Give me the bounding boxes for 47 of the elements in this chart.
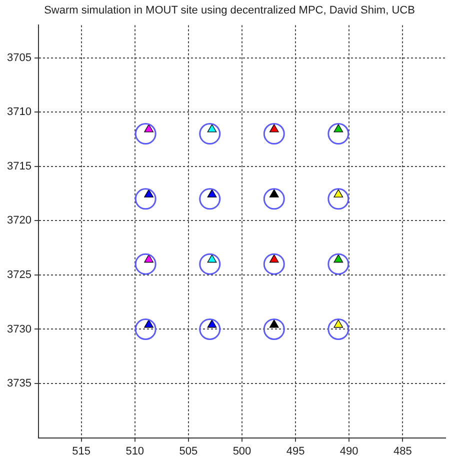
y-tick-label: 3720: [6, 214, 32, 227]
point: [144, 124, 154, 132]
point: [269, 320, 279, 328]
point: [263, 318, 285, 340]
point: [334, 189, 344, 198]
point: [134, 253, 156, 275]
y-tick-label: 3705: [6, 52, 32, 64]
point: [199, 188, 221, 210]
chart-title: Swarm simulation in MOUT site using decentralized MPC, David Shim, UCB: [44, 4, 415, 17]
point: [134, 318, 156, 340]
y-tick-label: 3735: [6, 378, 32, 390]
point: [199, 318, 221, 340]
point: [207, 124, 217, 132]
point: [328, 188, 350, 210]
x-tick-label: 510: [126, 445, 144, 458]
point: [269, 254, 279, 263]
x-tick-label: 495: [286, 445, 305, 458]
x-tick-label: 515: [72, 445, 90, 458]
point: [328, 123, 350, 145]
point: [328, 253, 350, 275]
x-tick-label: 485: [393, 445, 412, 458]
point: [207, 189, 217, 198]
y-tick-label: 3730: [6, 323, 32, 336]
point: [144, 320, 154, 328]
y-tick-label: 3715: [6, 160, 32, 172]
point: [199, 253, 221, 275]
point: [134, 123, 156, 145]
point: [334, 124, 344, 132]
point: [199, 123, 221, 145]
point: [263, 123, 285, 145]
point: [269, 189, 279, 198]
x-tick-label: 500: [232, 445, 252, 458]
x-tick-label: 490: [340, 445, 358, 458]
point: [263, 188, 285, 210]
point: [144, 254, 154, 263]
x-tick-label: 505: [179, 445, 198, 458]
point: [334, 254, 344, 263]
point: [134, 188, 156, 210]
point: [269, 124, 279, 132]
y-tick-label: 3710: [6, 106, 32, 118]
point: [328, 318, 350, 340]
point: [207, 254, 217, 263]
point: [144, 189, 154, 198]
point: [207, 320, 217, 328]
point: [263, 253, 285, 275]
y-tick-label: 3725: [6, 268, 32, 281]
point: [334, 320, 344, 328]
